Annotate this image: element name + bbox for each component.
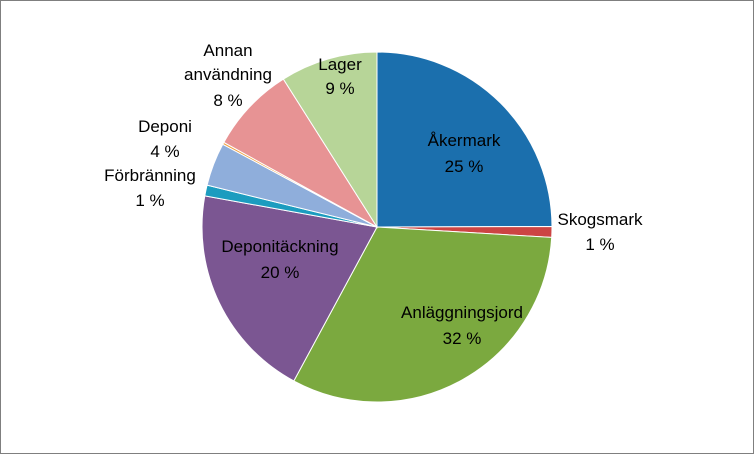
label-deponitackning-name: Deponitäckning (221, 237, 338, 256)
pie-slice-anläggningsjord (293, 226, 553, 403)
label-annan-line2: användning (184, 65, 272, 84)
label-skogsmark-value: 1 % (585, 235, 614, 254)
label-forbranning-name: Förbränning (104, 166, 196, 185)
label-skogsmark-name: Skogsmark (557, 210, 643, 229)
pie-labels: Åkermark 25 % Skogsmark 1 % Anläggningsj… (104, 41, 643, 348)
pie-slice-åkermark (376, 51, 553, 228)
label-annan-value: 8 % (213, 91, 242, 110)
label-anlaggningsjord-value: 32 % (443, 329, 482, 348)
pie-slices (201, 51, 553, 403)
label-deponi-name: Deponi (138, 117, 192, 136)
label-akermark-name: Åkermark (428, 131, 501, 150)
label-annan-line1: Annan (203, 41, 252, 60)
label-forbranning-value: 1 % (135, 191, 164, 210)
label-lager-value: 9 % (325, 79, 354, 98)
label-anlaggningsjord-name: Anläggningsjord (401, 303, 523, 322)
pie-slice-deponitäckning (201, 195, 378, 382)
pie-slice-lager (282, 51, 378, 229)
label-akermark-value: 25 % (445, 157, 484, 176)
label-deponi-value: 4 % (150, 142, 179, 161)
label-lager-name: Lager (318, 55, 362, 74)
label-deponitackning-value: 20 % (261, 263, 300, 282)
